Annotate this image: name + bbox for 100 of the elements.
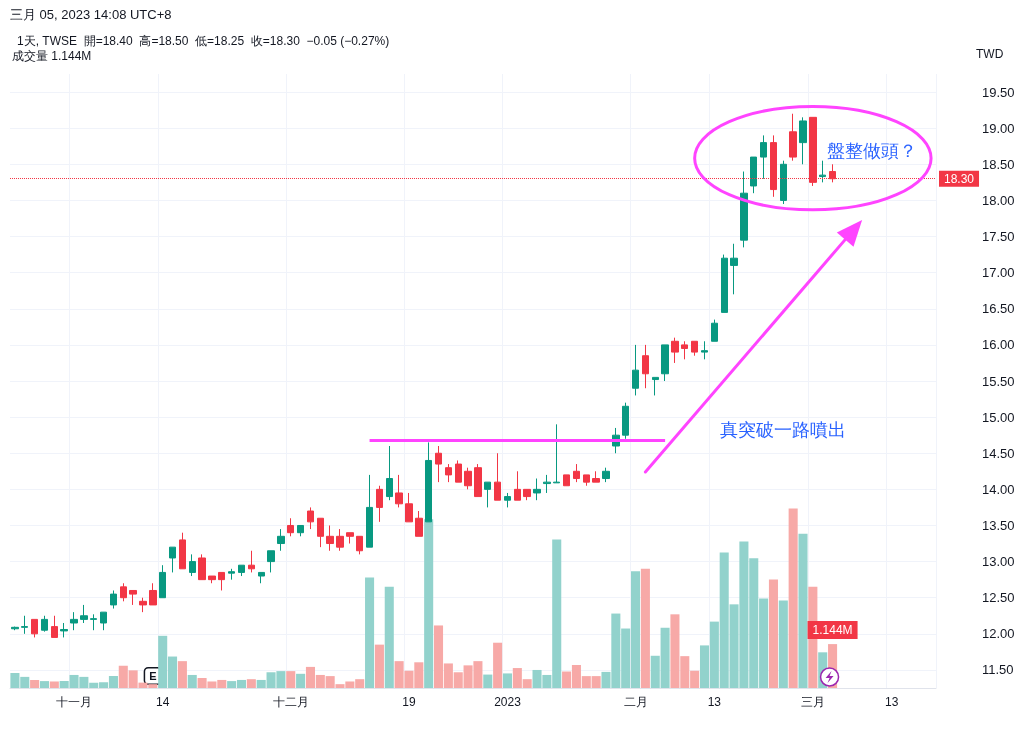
candlestick	[445, 463, 452, 483]
bar	[365, 577, 375, 688]
bar	[39, 681, 50, 688]
y-tick-label: 14.50	[982, 445, 1015, 461]
candlestick	[169, 546, 176, 573]
candlestick	[563, 474, 570, 487]
candlestick	[799, 116, 807, 165]
annotation: 真突破一路噴出	[720, 420, 847, 441]
annotation: E	[149, 670, 157, 682]
x-tick-label: 二月	[623, 695, 648, 709]
candlestick	[721, 254, 728, 313]
candlestick	[484, 481, 491, 508]
x-tick-label: 三月	[800, 695, 825, 709]
candlestick	[592, 470, 600, 483]
bar	[483, 674, 493, 688]
bar	[246, 679, 256, 688]
y-tick-label: 19.50	[982, 84, 1015, 100]
data-label: 1.144M	[812, 623, 853, 638]
candlestick	[51, 615, 58, 638]
candlestick	[90, 613, 97, 631]
candlestick	[494, 452, 501, 501]
bar	[30, 679, 40, 688]
candlestick	[356, 535, 363, 555]
candlestick	[366, 474, 373, 548]
bar	[424, 519, 434, 688]
candlestick	[336, 528, 344, 552]
chart-subtitle: 三月 05, 2023 14:08 UTC+8	[10, 6, 172, 24]
text: 成交量 1.144M	[12, 49, 92, 63]
candlestick	[691, 340, 698, 357]
x-tick-label: 19	[402, 695, 416, 709]
candlestick	[198, 553, 206, 581]
annotation: 盤整做頭？	[826, 141, 917, 162]
candlestick	[701, 340, 708, 360]
candlestick	[41, 615, 48, 633]
candlestick	[139, 597, 147, 613]
bar	[768, 579, 778, 688]
x-tick-label: 13	[707, 695, 722, 709]
y-tick-label: 12.00	[982, 626, 1015, 642]
candlestick	[573, 463, 580, 483]
y-tick-label: 14.00	[982, 481, 1015, 497]
candlestick	[750, 156, 757, 194]
x-tick-label: 十二月	[272, 695, 309, 709]
candlestick	[159, 564, 166, 599]
y-tick-label: 15.50	[982, 373, 1015, 389]
candlestick	[652, 376, 659, 396]
y-tick-label: 16.00	[982, 337, 1015, 353]
candlestick	[730, 243, 738, 295]
candlestick	[504, 492, 511, 508]
bar	[296, 673, 306, 688]
candlestick	[287, 517, 294, 537]
y-tick-label: 11.50	[982, 662, 1014, 678]
y-tick-label: 17.50	[982, 229, 1015, 245]
bar	[49, 681, 59, 688]
bar	[286, 671, 296, 688]
candlestick	[31, 618, 38, 638]
candlestick	[632, 344, 639, 396]
candlestick	[681, 340, 688, 360]
x-tick-label: 十一月	[56, 695, 93, 709]
bar	[640, 568, 650, 688]
candlestick	[228, 568, 235, 581]
candlestick	[583, 474, 590, 487]
bar	[788, 508, 798, 688]
candlestick	[179, 532, 186, 570]
x-tick-label: 13	[884, 695, 899, 709]
bar	[177, 661, 187, 688]
bar	[374, 644, 384, 688]
ref-line-label: 18.30	[944, 171, 975, 186]
candlestick	[376, 485, 383, 523]
candlestick	[455, 459, 462, 483]
candlestick	[277, 528, 285, 552]
candlestick	[474, 463, 482, 498]
y-tick-label: 18.00	[982, 192, 1015, 208]
y-tick-label: 16.50	[982, 301, 1015, 317]
candlestick	[671, 337, 679, 364]
candlestick	[622, 402, 629, 440]
candlestick	[642, 344, 649, 389]
candlestick	[435, 445, 442, 483]
candlestick	[386, 445, 393, 501]
candlestick	[760, 134, 767, 180]
candlestick	[267, 550, 275, 573]
chart-title: 1天, TWSE 開=18.40 高=18.50 低=18.25 收=18.30 −0.05 (−0.27%)	[17, 34, 390, 48]
candlestick	[543, 474, 551, 494]
bar	[798, 533, 808, 688]
x-tick-label: 14	[156, 695, 170, 709]
candlestick	[189, 553, 196, 577]
candlestick	[415, 510, 423, 537]
bar	[187, 674, 197, 688]
candlestick	[523, 488, 531, 501]
candlestick	[661, 344, 669, 382]
candlestick	[553, 423, 560, 484]
candlestick	[405, 492, 413, 523]
candlestick	[395, 474, 403, 508]
candlestick	[120, 582, 127, 602]
candlestick	[297, 524, 304, 537]
candlestick	[326, 524, 334, 552]
candlestick	[602, 467, 610, 483]
candlestick	[100, 611, 107, 631]
y-tick-label: 18.50	[982, 156, 1015, 172]
candlestick	[258, 571, 265, 584]
candlestick	[80, 604, 88, 624]
